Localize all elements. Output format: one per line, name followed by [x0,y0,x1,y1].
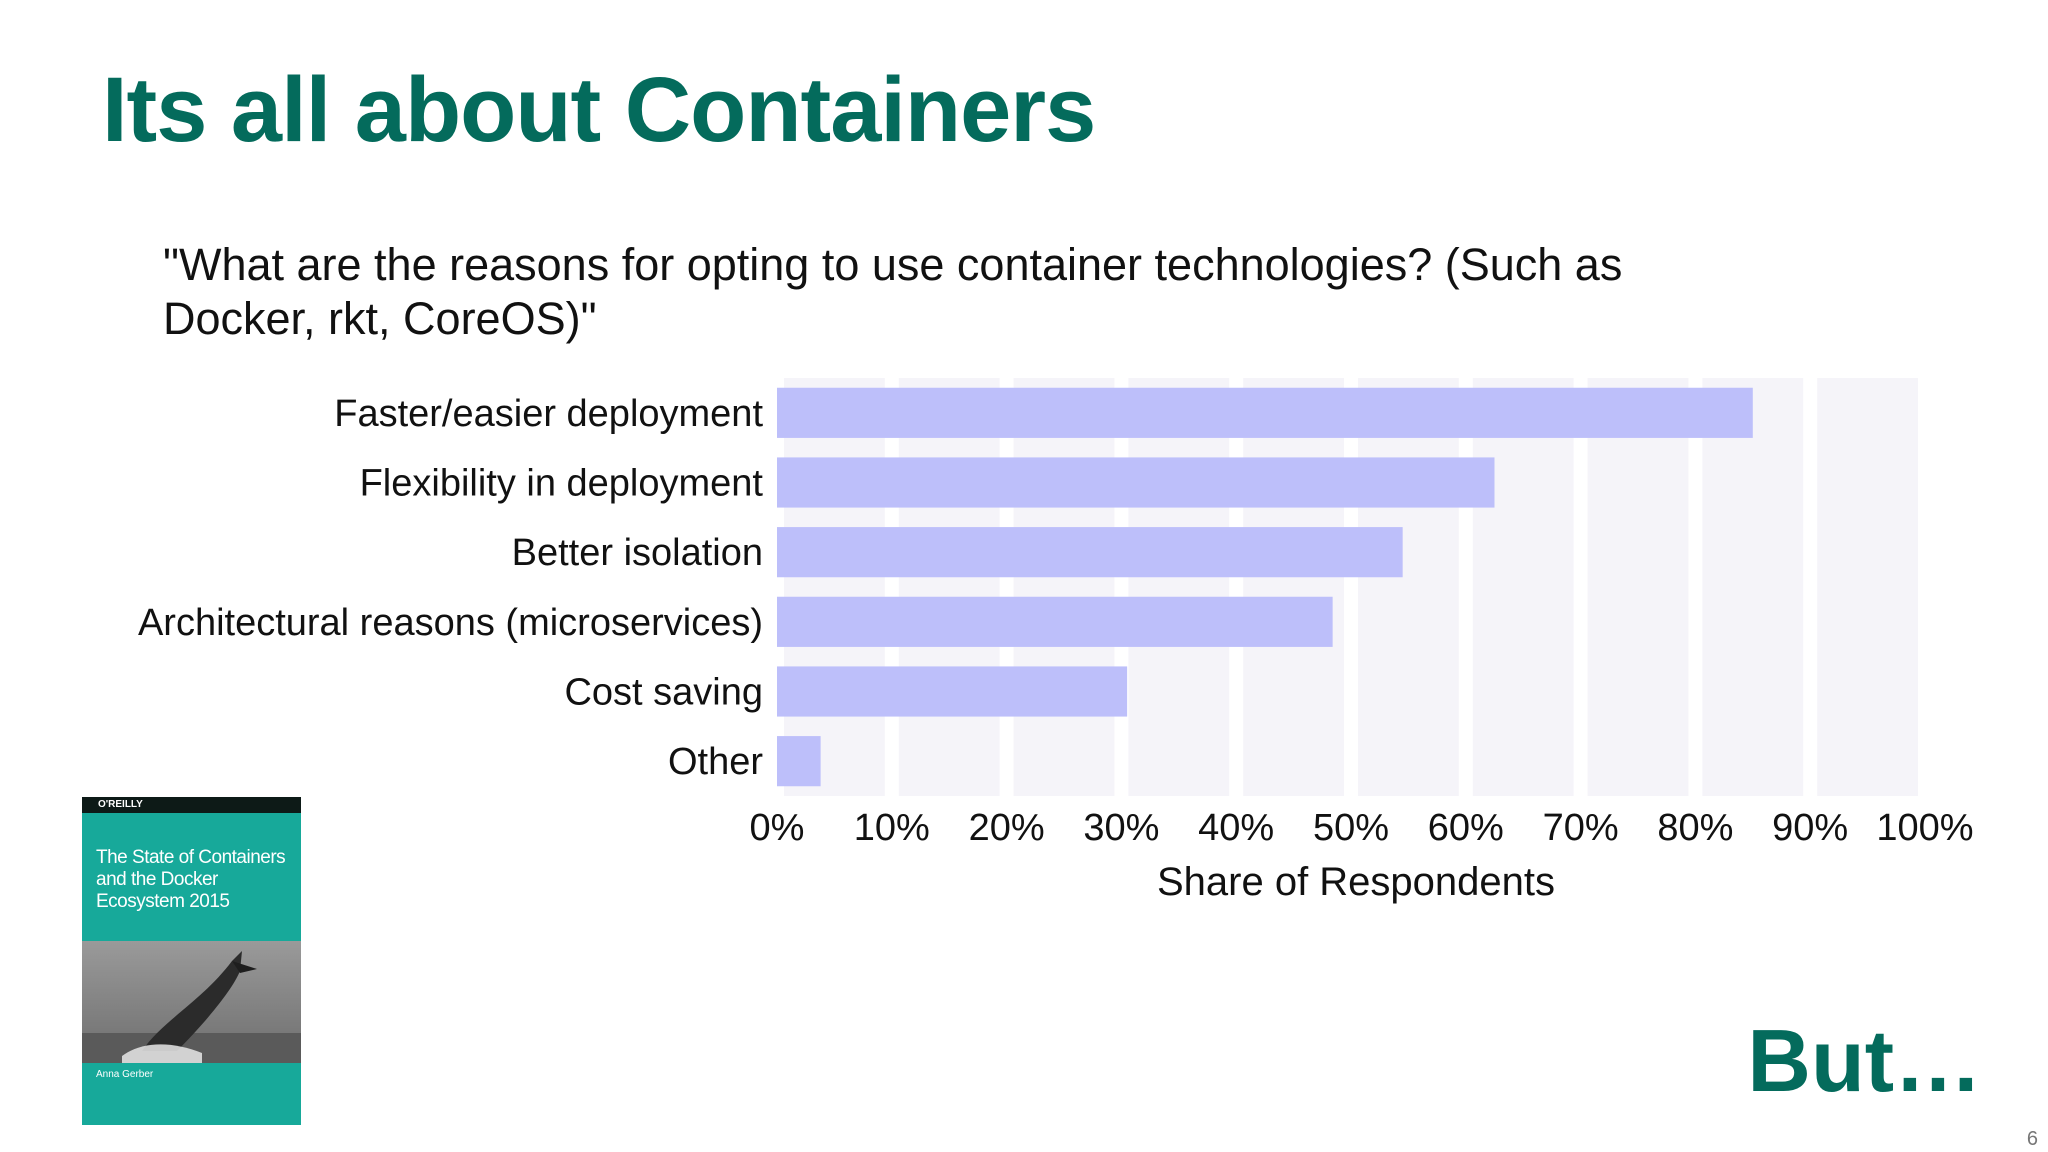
slide-title: Its all about Containers [102,59,1096,161]
page-number: 6 [2026,1128,2038,1150]
grid-band [1013,378,1115,796]
bar [777,596,1333,647]
x-tick-label: 90% [1772,807,1848,849]
x-tick-label: 80% [1657,807,1733,849]
book-author: Anna Gerber [96,1069,154,1080]
survey-question: "What are the reasons for opting to use … [163,239,1623,344]
bar [777,387,1753,438]
x-tick-label: 100% [1876,807,1973,849]
bar [777,736,821,787]
closing-text: But… [1747,1011,1982,1110]
category-label: Cost saving [564,672,763,714]
x-tick-label: 10% [854,807,930,849]
grid-band [1472,378,1574,796]
grid-band [1587,378,1689,796]
x-tick-label: 40% [1198,807,1274,849]
category-label: Flexibility in deployment [360,463,764,505]
grid-band [1702,378,1804,796]
book-title: The State of Containers and the Docker E… [96,847,286,912]
whale-photo [82,941,301,1063]
book-topbar [82,797,301,813]
x-tick-label: 60% [1428,807,1504,849]
x-tick-label: 50% [1313,807,1389,849]
grid-band [1817,378,1918,796]
x-axis-title: Share of Respondents [1157,860,1555,904]
grid-band [898,378,1000,796]
grid-band [1128,378,1230,796]
bar [777,457,1495,508]
bar [777,666,1128,717]
grid-band [1243,378,1344,796]
category-label: Better isolation [512,532,763,574]
grid-band [1358,378,1459,796]
x-tick-label: 70% [1543,807,1619,849]
category-label: Other [668,741,763,783]
x-tick-label: 0% [750,807,805,849]
category-label: Faster/easier deployment [334,393,763,435]
x-tick-label: 20% [969,807,1045,849]
book-publisher: O'REILLY [98,799,143,810]
grid-band [784,378,885,796]
bar [777,527,1403,578]
book-cover: O'REILLY The State of Containers and the… [82,797,301,1125]
category-label: Architectural reasons (microservices) [138,602,763,644]
x-tick-label: 30% [1083,807,1159,849]
